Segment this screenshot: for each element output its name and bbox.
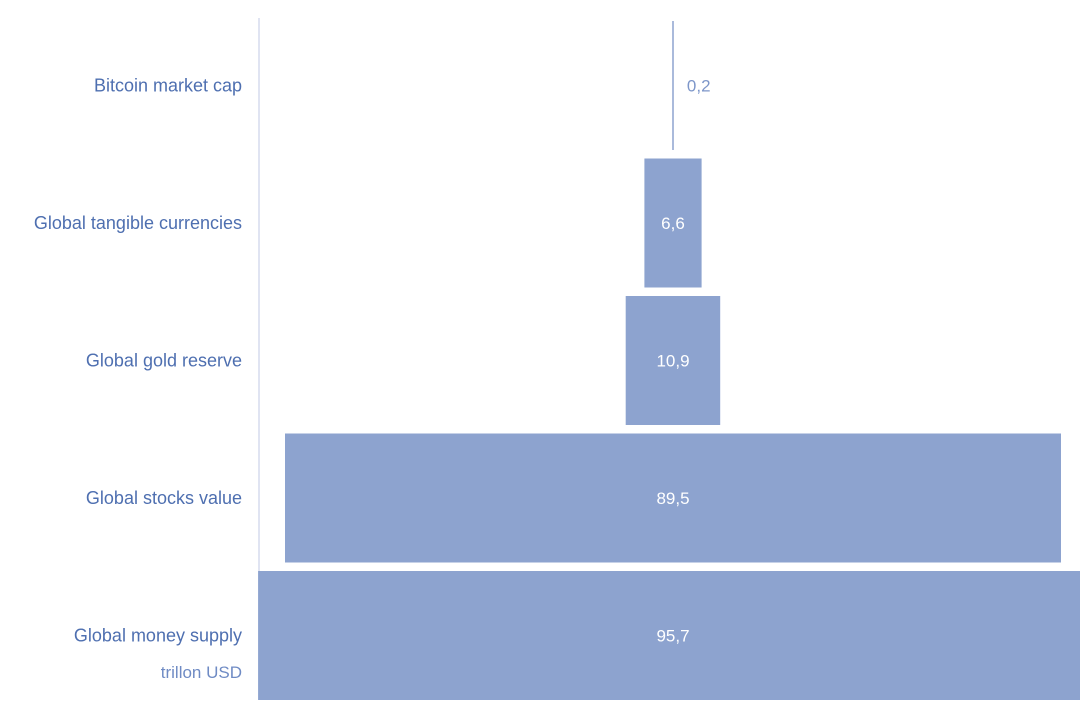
value-label: 6,6 <box>661 214 685 233</box>
labels-layer: Bitcoin market cap 0,2 Global tangible cur… <box>34 76 711 646</box>
value-label: 95,7 <box>656 627 689 646</box>
value-label: 10,9 <box>656 352 689 371</box>
value-label: 89,5 <box>656 489 689 508</box>
category-label: Global gold reserve <box>86 351 242 371</box>
category-label: Global money supply <box>74 626 242 646</box>
category-label: Global stocks value <box>86 488 242 508</box>
funnel-bar <box>285 433 1061 563</box>
funnel-bar <box>644 158 702 288</box>
funnel-bar <box>258 571 1080 700</box>
value-label: 0,2 <box>687 77 711 96</box>
category-label: Global tangible currencies <box>34 213 242 233</box>
unit-label: trillon USD <box>161 663 242 682</box>
category-label: Bitcoin market cap <box>94 76 242 96</box>
bars-layer <box>258 21 1080 700</box>
funnel-bar <box>625 296 721 425</box>
